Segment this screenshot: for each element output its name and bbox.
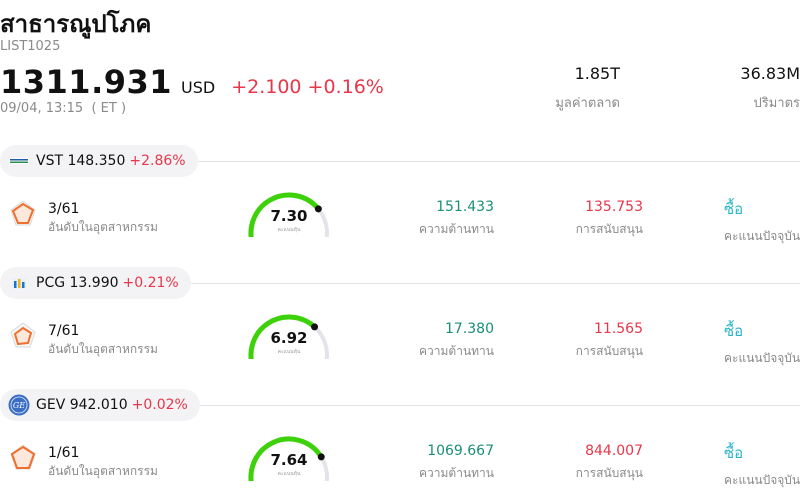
stock-chip[interactable]: VST 148.350 +2.86% [0, 145, 198, 177]
divider [0, 405, 800, 406]
support-label: การสนับสนุน [575, 222, 643, 236]
signal-block[interactable]: ซื้อ คะแนนปัจจุบัน [724, 441, 800, 490]
stock-change: +0.02% [131, 397, 188, 413]
timestamp: 09/04, 13:15 ( ET ) [0, 101, 127, 116]
resistance-value: 151.433 [436, 199, 494, 215]
signal-block[interactable]: ซื้อ คะแนนปัจจุบัน [724, 197, 800, 246]
support-value: 844.007 [585, 443, 643, 459]
resistance-block: 17.380 ความต้านทาน [419, 321, 494, 361]
signal-value: ซื้อ [724, 200, 744, 218]
stock-card-gev[interactable]: GE GEV 942.010 +0.02% 1/61 อันดับในอุตสา… [0, 389, 800, 499]
stock-chip[interactable]: GE GEV 942.010 +0.02% [0, 389, 200, 421]
industry-rank-label: อันดับในอุตสาหกรรม [48, 220, 158, 234]
resistance-block: 1069.667 ความต้านทาน [419, 443, 494, 483]
industry-rank: 7/61 [48, 323, 80, 339]
stock-chip[interactable]: PCG 13.990 +0.21% [0, 267, 191, 299]
price-row: 1311.931 USD +2.100 +0.16% [0, 63, 384, 101]
industry-rank: 3/61 [48, 201, 80, 217]
resistance-value: 17.380 [445, 321, 494, 337]
signal-value: ซื้อ [724, 322, 744, 340]
stock-score-caption: คะแนนหุ้น [277, 471, 301, 477]
radar-icon [10, 322, 36, 348]
price-change: +2.100 +0.16% [231, 76, 384, 98]
page-title: สาธารณูปโภค [0, 10, 152, 38]
stock-score: 7.30 [270, 207, 308, 225]
volume-value: 36.83M [740, 64, 800, 83]
support-value: 11.565 [594, 321, 643, 337]
stock-score: 7.64 [270, 451, 308, 469]
signal-block[interactable]: ซื้อ คะแนนปัจจุบัน [724, 319, 800, 368]
radar-icon [10, 200, 36, 226]
stock-card-vst[interactable]: VST 148.350 +2.86% 3/61 อันดับในอุตสาหกร… [0, 145, 800, 267]
stock-score-caption: คะแนนหุ้น [277, 349, 301, 355]
score-gauge [248, 192, 329, 237]
market-cap-stat: 1.85T มูลค่าตลาด [555, 64, 620, 113]
pge-logo-icon [8, 272, 30, 294]
support-label: การสนับสนุน [575, 344, 643, 358]
signal-label: คะแนนปัจจุบัน [724, 351, 800, 365]
divider [0, 161, 800, 162]
stock-symbol-price: PCG 13.990 [36, 275, 119, 291]
divider [0, 283, 800, 284]
stock-score-caption: คะแนนหุ้น [277, 227, 301, 233]
support-label: การสนับสนุน [575, 466, 643, 480]
market-cap-value: 1.85T [574, 64, 620, 83]
industry-rank: 1/61 [48, 445, 80, 461]
stock-symbol-price: VST 148.350 [36, 153, 126, 169]
stock-score: 6.92 [270, 329, 308, 347]
volume-stat: 36.83M ปริมาตร [740, 64, 800, 113]
signal-value: ซื้อ [724, 444, 744, 462]
volume-label: ปริมาตร [753, 96, 800, 111]
support-block: 135.753 การสนับสนุน [576, 199, 643, 239]
score-gauge [248, 436, 329, 481]
stock-card-pcg[interactable]: PCG 13.990 +0.21% 7/61 อันดับในอุตสาหกรร… [0, 267, 800, 389]
svg-text:GE: GE [13, 401, 25, 410]
index-price: 1311.931 [0, 63, 173, 101]
signal-label: คะแนนปัจจุบัน [724, 229, 800, 243]
industry-rank-label: อันดับในอุตสาหกรรม [48, 464, 158, 478]
radar-icon [10, 444, 36, 470]
vistra-logo-icon [8, 150, 30, 172]
resistance-block: 151.433 ความต้านทาน [419, 199, 494, 239]
stock-change: +2.86% [129, 153, 186, 169]
industry-rank-label: อันดับในอุตสาหกรรม [48, 342, 158, 356]
market-cap-label: มูลค่าตลาด [555, 96, 620, 111]
ge-logo-icon: GE [8, 394, 30, 416]
resistance-label: ความต้านทาน [419, 344, 494, 358]
currency-label: USD [181, 78, 216, 97]
support-value: 135.753 [585, 199, 643, 215]
resistance-value: 1069.667 [427, 443, 494, 459]
score-gauge [248, 314, 329, 359]
resistance-label: ความต้านทาน [419, 466, 494, 480]
support-block: 844.007 การสนับสนุน [576, 443, 643, 483]
support-block: 11.565 การสนับสนุน [576, 321, 643, 361]
signal-label: คะแนนปัจจุบัน [724, 473, 800, 487]
index-code: LIST1025 [0, 39, 61, 54]
resistance-label: ความต้านทาน [419, 222, 494, 236]
stock-change: +0.21% [122, 275, 179, 291]
stock-symbol-price: GEV 942.010 [36, 397, 128, 413]
